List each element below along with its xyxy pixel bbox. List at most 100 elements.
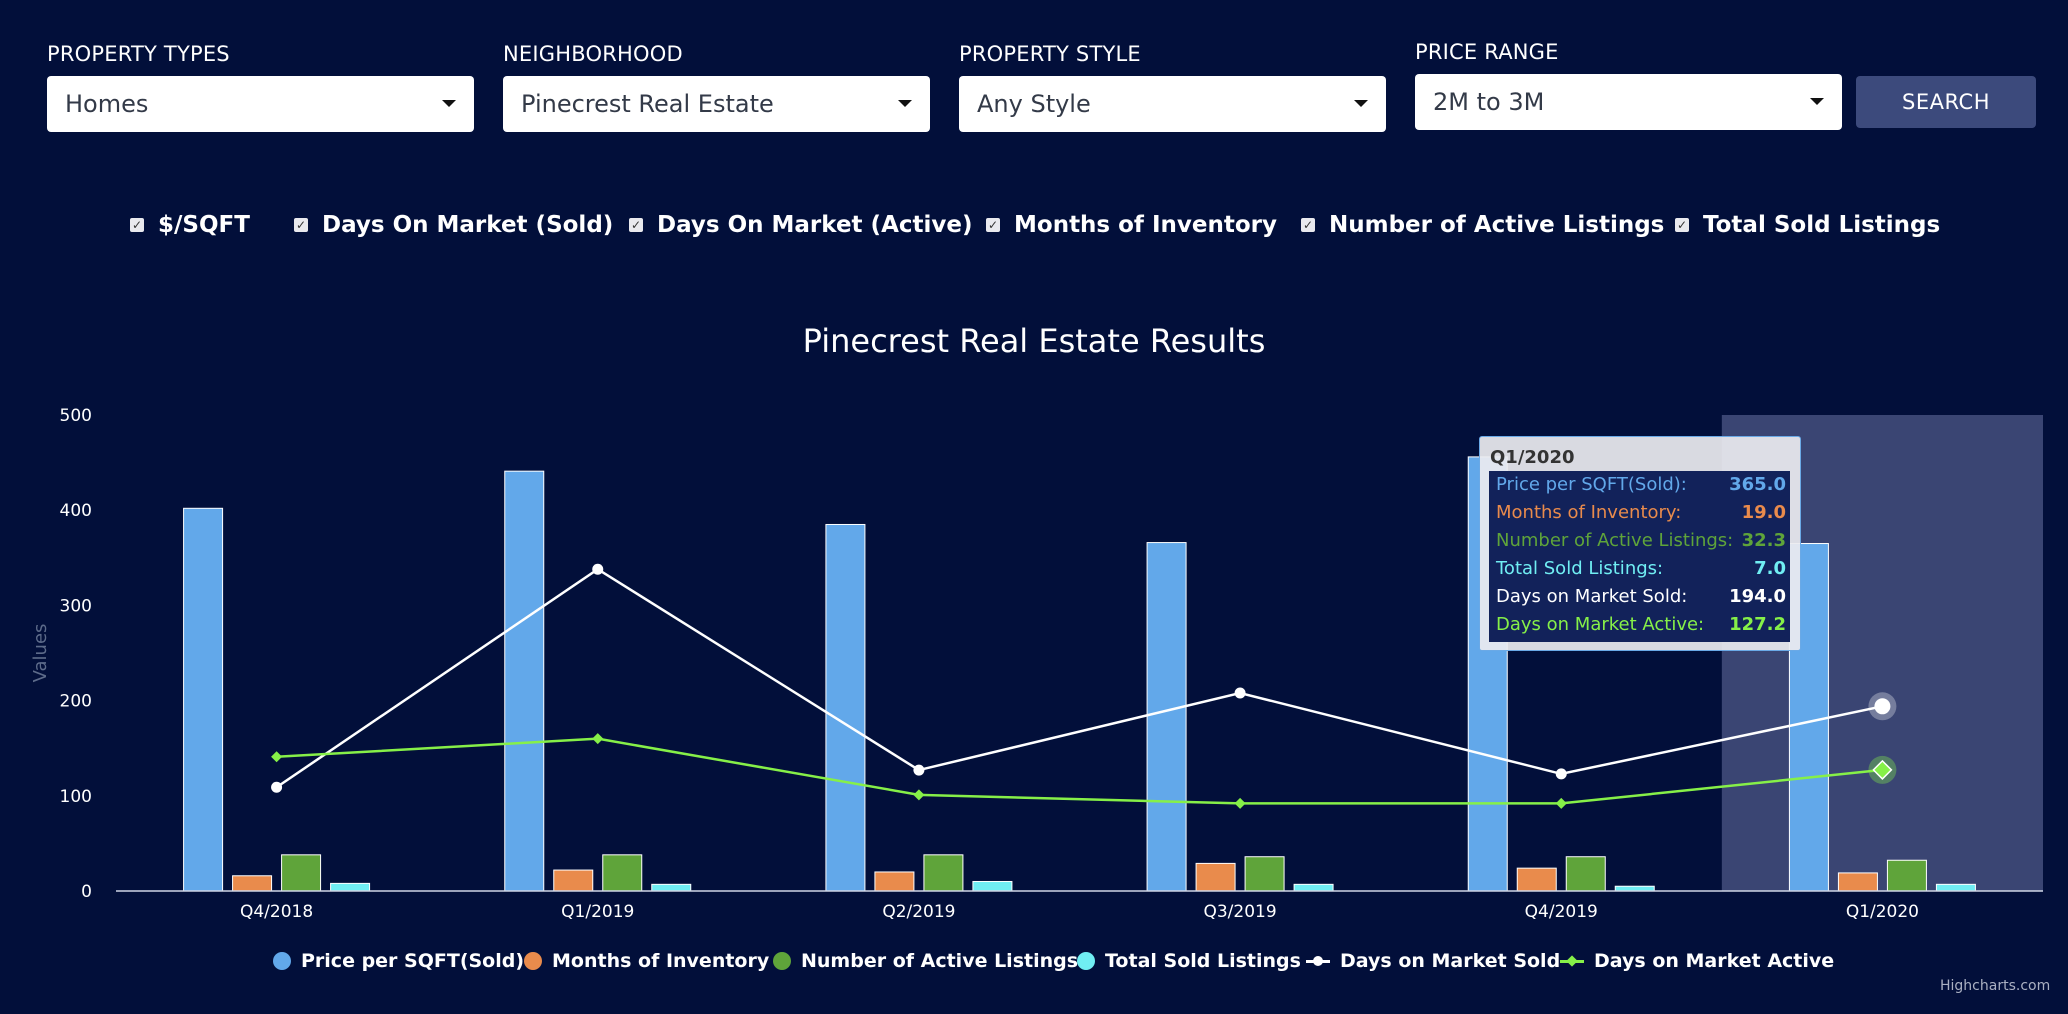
y-tick-label: 400 (60, 501, 92, 521)
bar[interactable] (1516, 867, 1557, 892)
line-point[interactable] (1234, 797, 1246, 809)
line-point[interactable] (592, 563, 604, 575)
bar[interactable] (602, 854, 643, 892)
chevron-down-icon (1810, 98, 1824, 105)
legend-item-dom-active[interactable]: Days on Market Active (1560, 946, 1834, 976)
property-types-value: Homes (65, 90, 149, 118)
tooltip-row: Total Sold Listings: 7.0 (1496, 558, 1786, 584)
price-range-value: 2M to 3M (1433, 88, 1545, 116)
property-style-label: PROPERTY STYLE (959, 42, 1141, 66)
toggle-label: Total Sold Listings (1703, 212, 1941, 238)
tooltip-row-label: Days on Market Active: (1496, 614, 1705, 635)
line-point[interactable] (1555, 797, 1567, 809)
bar[interactable] (1565, 856, 1606, 892)
tooltip-row-label: Price per SQFT(Sold): (1496, 474, 1687, 495)
checkbox-checked-icon[interactable]: ✓ (1301, 218, 1315, 232)
circle-icon (1077, 952, 1095, 970)
legend-item-price-sqft[interactable]: Price per SQFT(Sold) (273, 946, 524, 976)
bar[interactable] (1244, 856, 1285, 892)
chart-credits[interactable]: Highcharts.com (1940, 978, 2051, 994)
tooltip-row: Months of Inventory: 19.0 (1496, 502, 1786, 528)
legend-item-total-sold[interactable]: Total Sold Listings (1077, 946, 1301, 976)
bar[interactable] (825, 523, 866, 892)
tooltip-row-label: Total Sold Listings: (1496, 558, 1664, 579)
line-point[interactable] (913, 789, 925, 801)
series-line (276, 737, 1883, 805)
toggle-days-on-market-sold[interactable]: ✓ Days On Market (Sold) (294, 210, 613, 240)
line-point[interactable] (1874, 698, 1891, 715)
legend-item-active-listings[interactable]: Number of Active Listings (773, 946, 1078, 976)
bar[interactable] (1195, 862, 1236, 892)
checkbox-checked-icon[interactable]: ✓ (986, 218, 1000, 232)
toggle-label: $/SQFT (158, 212, 250, 238)
property-style-select[interactable]: Any Style (959, 76, 1386, 132)
bar[interactable] (330, 882, 371, 892)
x-tick-label: Q1/2020 (1846, 902, 1919, 922)
line-marker-icon (1560, 954, 1584, 967)
line-point[interactable] (913, 764, 925, 776)
bar[interactable] (1146, 542, 1187, 892)
toggle-months-of-inventory[interactable]: ✓ Months of Inventory (986, 210, 1277, 240)
tooltip-row-value: 127.2 (1729, 614, 1786, 635)
toggle-price-sqft[interactable]: ✓ $/SQFT (130, 210, 250, 240)
bar[interactable] (232, 875, 273, 892)
circle-icon (773, 952, 791, 970)
checkbox-checked-icon[interactable]: ✓ (629, 218, 643, 232)
bar[interactable] (874, 871, 915, 892)
property-types-select[interactable]: Homes (47, 76, 474, 132)
line-marker-icon (1306, 955, 1330, 966)
bar[interactable] (504, 470, 545, 892)
tooltip-row-label: Months of Inventory: (1496, 502, 1682, 523)
price-range-label: PRICE RANGE (1415, 40, 1559, 64)
x-tick-label: Q4/2018 (240, 902, 313, 922)
line-point[interactable] (592, 733, 604, 745)
line-point[interactable] (271, 781, 283, 793)
checkbox-checked-icon[interactable]: ✓ (130, 218, 144, 232)
tooltip-row-value: 194.0 (1729, 586, 1786, 607)
bar[interactable] (651, 883, 692, 892)
tooltip-row-value: 32.3 (1741, 530, 1786, 551)
tooltip-body: Price per SQFT(Sold): 365.0 Months of In… (1489, 471, 1790, 642)
search-button[interactable]: SEARCH (1856, 76, 2036, 128)
toggle-days-on-market-active[interactable]: ✓ Days On Market (Active) (629, 210, 973, 240)
toggle-label: Number of Active Listings (1329, 212, 1665, 238)
tooltip-row-label: Number of Active Listings: (1496, 530, 1734, 551)
tooltip-row-value: 7.0 (1754, 558, 1786, 579)
neighborhood-select[interactable]: Pinecrest Real Estate (503, 76, 930, 132)
chevron-down-icon (1354, 100, 1368, 107)
bar[interactable] (923, 854, 964, 892)
tooltip-row-label: Days on Market Sold: (1496, 586, 1688, 607)
legend-item-months-inventory[interactable]: Months of Inventory (524, 946, 769, 976)
property-types-label: PROPERTY TYPES (47, 42, 230, 66)
toggle-label: Days On Market (Active) (657, 212, 973, 238)
legend-label: Days on Market Active (1594, 950, 1835, 972)
bar[interactable] (553, 869, 594, 892)
line-point[interactable] (1872, 759, 1893, 780)
bar[interactable] (281, 854, 322, 892)
checkbox-checked-icon[interactable]: ✓ (294, 218, 308, 232)
bar[interactable] (1935, 883, 1976, 892)
line-point[interactable] (271, 751, 283, 763)
bar[interactable] (1837, 872, 1878, 892)
circle-icon (273, 952, 291, 970)
tooltip-row: Number of Active Listings: 32.3 (1496, 530, 1786, 556)
line-point[interactable] (1234, 687, 1246, 699)
bar[interactable] (1886, 859, 1927, 892)
bar[interactable] (972, 880, 1013, 892)
property-style-value: Any Style (977, 90, 1091, 118)
legend-label: Total Sold Listings (1105, 950, 1301, 972)
line-point[interactable] (1555, 768, 1567, 780)
price-range-select[interactable]: 2M to 3M (1415, 74, 1842, 130)
legend-label: Number of Active Listings (801, 950, 1079, 972)
bar[interactable] (183, 507, 224, 892)
legend-label: Days on Market Sold (1340, 950, 1561, 972)
checkbox-checked-icon[interactable]: ✓ (1675, 218, 1689, 232)
y-tick-label: 200 (60, 692, 92, 712)
toggle-total-sold-listings[interactable]: ✓ Total Sold Listings (1675, 210, 1940, 240)
bar[interactable] (1293, 883, 1334, 892)
legend-label: Price per SQFT(Sold) (301, 950, 525, 972)
tooltip-row: Price per SQFT(Sold): 365.0 (1496, 474, 1786, 500)
toggle-active-listings[interactable]: ✓ Number of Active Listings (1301, 210, 1664, 240)
legend-item-dom-sold[interactable]: Days on Market Sold (1306, 946, 1560, 976)
